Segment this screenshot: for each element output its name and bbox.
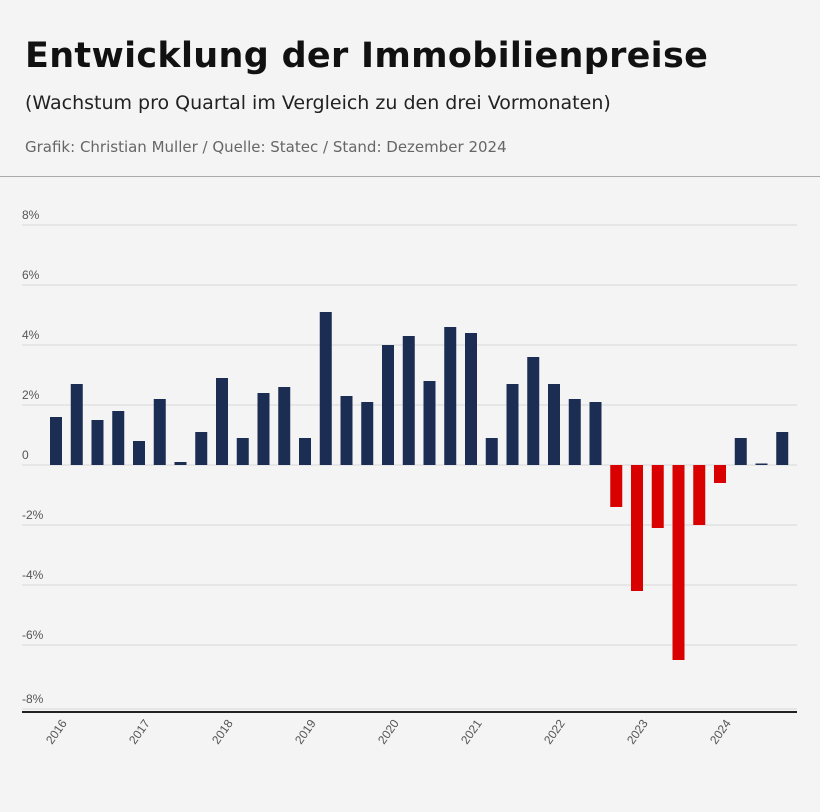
- bar: [319, 312, 332, 465]
- bar: [693, 465, 706, 525]
- y-tick-label: 0: [22, 448, 29, 462]
- bar: [755, 463, 768, 465]
- y-tick-label: 6%: [22, 268, 40, 282]
- bar: [361, 402, 374, 465]
- bar: [506, 384, 519, 465]
- bar: [568, 399, 581, 465]
- bar: [174, 462, 187, 465]
- bar: [236, 438, 249, 465]
- x-tick-label: 2024: [707, 717, 734, 747]
- x-tick-label: 2018: [209, 717, 236, 747]
- bar: [714, 465, 726, 483]
- y-tick-label: -6%: [22, 628, 44, 642]
- bar: [402, 336, 415, 465]
- bar: [91, 420, 104, 465]
- y-tick-label: -4%: [22, 568, 44, 582]
- y-tick-label: 2%: [22, 388, 40, 402]
- bar: [527, 357, 540, 465]
- bar: [485, 438, 498, 465]
- y-tick-label: 4%: [22, 328, 40, 342]
- x-tick-label: 2016: [43, 717, 70, 747]
- y-tick-label: -2%: [22, 508, 44, 522]
- bar: [112, 411, 125, 465]
- bar: [465, 333, 477, 465]
- x-tick-label: 2019: [292, 717, 319, 747]
- bar: [444, 327, 457, 465]
- bar: [133, 441, 145, 465]
- bar: [257, 393, 270, 465]
- bar: [70, 384, 83, 465]
- bar: [610, 465, 623, 507]
- bar: [299, 438, 311, 465]
- x-tick-label: 2022: [541, 717, 568, 747]
- bar: [278, 387, 291, 465]
- bar: [734, 438, 747, 465]
- bar: [631, 465, 643, 591]
- chart-title: Entwicklung der Immobilienpreise: [25, 36, 709, 76]
- bar: [195, 432, 208, 465]
- x-tick-label: 2020: [375, 717, 402, 747]
- bar: [340, 396, 353, 465]
- bar: [382, 345, 394, 465]
- chart-source: Grafik: Christian Muller / Quelle: State…: [25, 138, 507, 156]
- bar: [776, 432, 789, 465]
- bar: [216, 378, 228, 465]
- divider: [0, 176, 820, 177]
- y-tick-label: -8%: [22, 692, 44, 706]
- x-tick-label: 2021: [458, 717, 485, 747]
- x-tick-label: 2023: [624, 717, 651, 747]
- bar: [153, 399, 166, 465]
- bar: [423, 381, 436, 465]
- bar: [548, 384, 560, 465]
- bar: [50, 417, 62, 465]
- bar: [651, 465, 664, 528]
- x-tick-label: 2017: [126, 717, 153, 747]
- bar: [672, 465, 685, 660]
- bar: [589, 402, 602, 465]
- chart-subtitle: (Wachstum pro Quartal im Vergleich zu de…: [25, 92, 611, 114]
- y-tick-label: 8%: [22, 208, 40, 222]
